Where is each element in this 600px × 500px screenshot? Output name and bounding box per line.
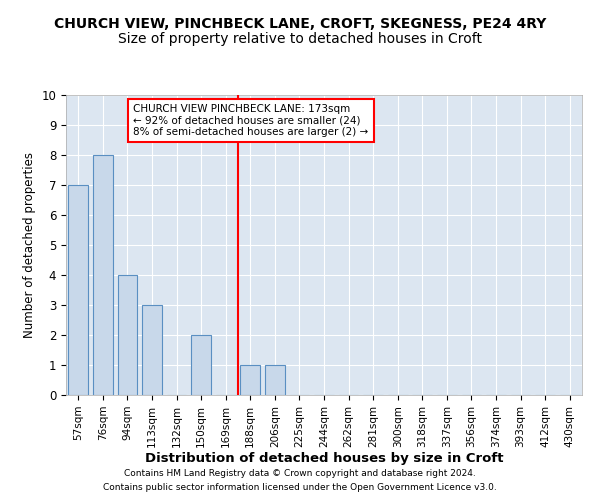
Text: Contains public sector information licensed under the Open Government Licence v3: Contains public sector information licen… (103, 484, 497, 492)
Bar (265, 365, 284, 395)
Text: Contains HM Land Registry data © Crown copyright and database right 2024.: Contains HM Land Registry data © Crown c… (124, 468, 476, 477)
Y-axis label: Number of detached properties: Number of detached properties (23, 152, 36, 338)
Text: CHURCH VIEW PINCHBECK LANE: 173sqm
← 92% of detached houses are smaller (24)
8% : CHURCH VIEW PINCHBECK LANE: 173sqm ← 92%… (133, 104, 368, 137)
Text: Size of property relative to detached houses in Croft: Size of property relative to detached ho… (118, 32, 482, 46)
Bar (118, 275, 137, 395)
Bar (142, 305, 162, 395)
Bar (93, 155, 113, 395)
X-axis label: Distribution of detached houses by size in Croft: Distribution of detached houses by size … (145, 452, 503, 466)
Bar (191, 335, 211, 395)
Bar (241, 365, 260, 395)
Bar (68, 185, 88, 395)
Text: CHURCH VIEW, PINCHBECK LANE, CROFT, SKEGNESS, PE24 4RY: CHURCH VIEW, PINCHBECK LANE, CROFT, SKEG… (54, 18, 546, 32)
